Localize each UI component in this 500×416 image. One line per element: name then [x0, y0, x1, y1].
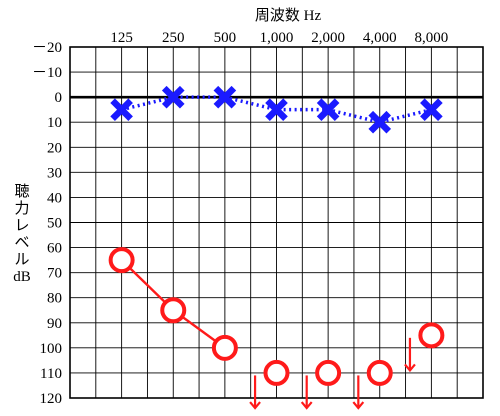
y-tick-label: 120 [40, 391, 63, 407]
data-point-cross [420, 98, 443, 121]
y-tick-label: 60 [47, 241, 62, 257]
y-tick-label: 0 [55, 90, 63, 106]
x-tick-label: 250 [162, 30, 185, 46]
data-point-cross [316, 98, 340, 121]
y-tick-label: 110 [40, 366, 62, 382]
y-tick-label: 20 [47, 140, 62, 156]
scale-out-arrow [300, 375, 313, 410]
data-point-cross [213, 85, 237, 109]
x-tick-label: 500 [214, 30, 237, 46]
scale-out-arrow [404, 337, 416, 373]
data-point-circle [108, 247, 135, 274]
y-axis-label-char: ル [14, 252, 29, 268]
arrow-head [300, 401, 313, 410]
data-point-circle [263, 359, 290, 386]
data-point-cross [110, 98, 133, 121]
data-point-cross [265, 98, 288, 121]
cross-stroke [316, 98, 340, 121]
y-tick-label: 10 [47, 115, 62, 131]
chart-title: 周波数 Hz [255, 7, 322, 24]
cross-stroke [420, 98, 443, 121]
cross-stroke [213, 85, 237, 109]
data-point-circle [418, 322, 445, 349]
y-tick-label: 100 [40, 341, 63, 357]
y-axis-label-char: 聴 [14, 183, 29, 200]
cross-stroke [161, 85, 185, 109]
cross-stroke [110, 98, 133, 121]
y-tick-label: 40 [47, 190, 62, 206]
y-tick-label: －20 [32, 40, 62, 56]
y-tick-label: 90 [47, 316, 62, 332]
x-tick-label: 8,000 [415, 30, 449, 46]
scale-out-arrow [249, 375, 261, 410]
x-tick-label: 4,000 [363, 30, 397, 46]
scale-out-arrow [352, 375, 365, 410]
plot-frame [69, 46, 484, 399]
y-tick-label: 50 [47, 216, 62, 232]
cross-stroke [265, 98, 288, 121]
data-point-cross [161, 85, 185, 109]
arrow-head [352, 401, 365, 410]
x-tick-label: 1,000 [260, 30, 294, 46]
y-tick-label: 30 [47, 165, 62, 181]
x-tick-label: 125 [110, 30, 133, 46]
data-point-circle [160, 297, 187, 324]
x-tick-label: 2,000 [311, 30, 345, 46]
y-axis-label-char: レ [14, 218, 29, 234]
y-axis-label-char: 力 [14, 200, 29, 217]
data-point-cross [368, 110, 392, 134]
y-tick-label: －10 [32, 65, 62, 81]
data-point-circle [211, 334, 238, 361]
data-point-circle [315, 359, 342, 386]
y-tick-label: 80 [47, 291, 62, 307]
y-axis-label-unit: dB [13, 269, 31, 285]
arrow-head [249, 401, 261, 410]
cross-stroke [368, 110, 392, 134]
arrow-head [404, 363, 416, 373]
y-axis-label: 聴 力 レ ベ ル dB [13, 183, 31, 285]
data-point-circle [366, 359, 393, 386]
grid [69, 46, 484, 399]
y-axis-label-char: ベ [14, 235, 29, 251]
y-tick-label: 70 [47, 266, 62, 282]
